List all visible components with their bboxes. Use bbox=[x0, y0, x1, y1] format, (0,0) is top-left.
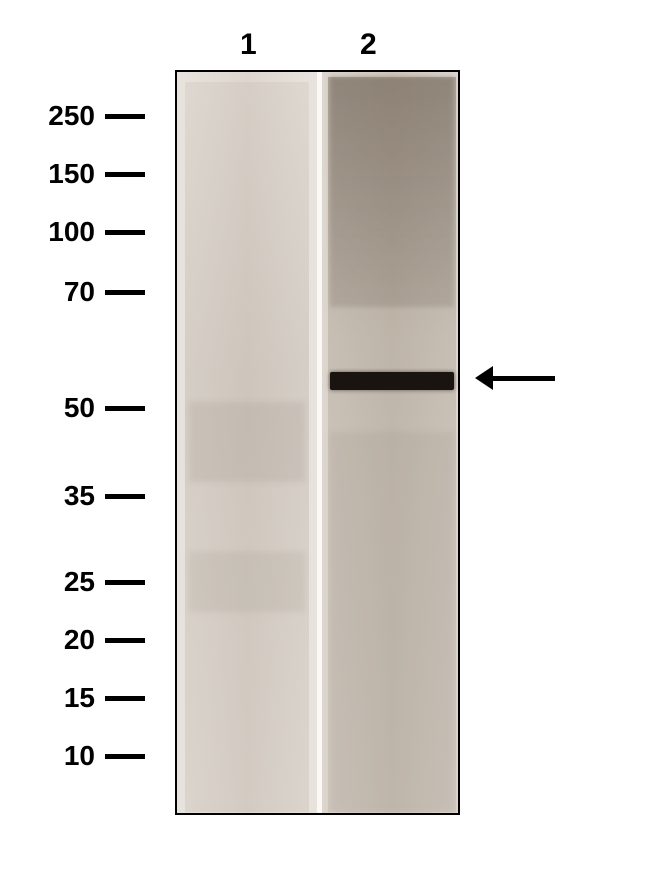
marker-tick bbox=[105, 290, 145, 295]
marker-label: 20 bbox=[64, 624, 95, 656]
marker-tick bbox=[105, 230, 145, 235]
marker-label: 50 bbox=[64, 392, 95, 424]
marker-label: 150 bbox=[48, 158, 95, 190]
marker-tick bbox=[105, 754, 145, 759]
lane-label-2: 2 bbox=[360, 28, 377, 62]
lane-2 bbox=[322, 72, 460, 813]
marker-tick bbox=[105, 580, 145, 585]
lane1-smear bbox=[189, 402, 305, 482]
blot-membrane bbox=[175, 70, 460, 815]
lane2-smear-top bbox=[330, 77, 454, 307]
marker-label: 70 bbox=[64, 276, 95, 308]
lane-1 bbox=[177, 72, 317, 813]
marker-label: 250 bbox=[48, 100, 95, 132]
band-arrow bbox=[475, 366, 555, 390]
marker-tick bbox=[105, 638, 145, 643]
marker-label: 15 bbox=[64, 682, 95, 714]
marker-label: 35 bbox=[64, 480, 95, 512]
marker-tick bbox=[105, 114, 145, 119]
marker-tick bbox=[105, 172, 145, 177]
marker-tick bbox=[105, 696, 145, 701]
marker-label: 100 bbox=[48, 216, 95, 248]
blot-figure: 1 2 250 150 100 70 50 35 25 20 15 10 bbox=[0, 0, 650, 870]
lane2-smear-bottom bbox=[330, 432, 454, 812]
marker-tick bbox=[105, 494, 145, 499]
lane2-band-main bbox=[330, 372, 454, 390]
marker-label: 25 bbox=[64, 566, 95, 598]
arrow-head-icon bbox=[475, 366, 493, 390]
arrow-shaft bbox=[493, 376, 555, 381]
lane1-smear bbox=[189, 552, 305, 612]
marker-label: 10 bbox=[64, 740, 95, 772]
lane-label-1: 1 bbox=[240, 28, 257, 62]
marker-tick bbox=[105, 406, 145, 411]
